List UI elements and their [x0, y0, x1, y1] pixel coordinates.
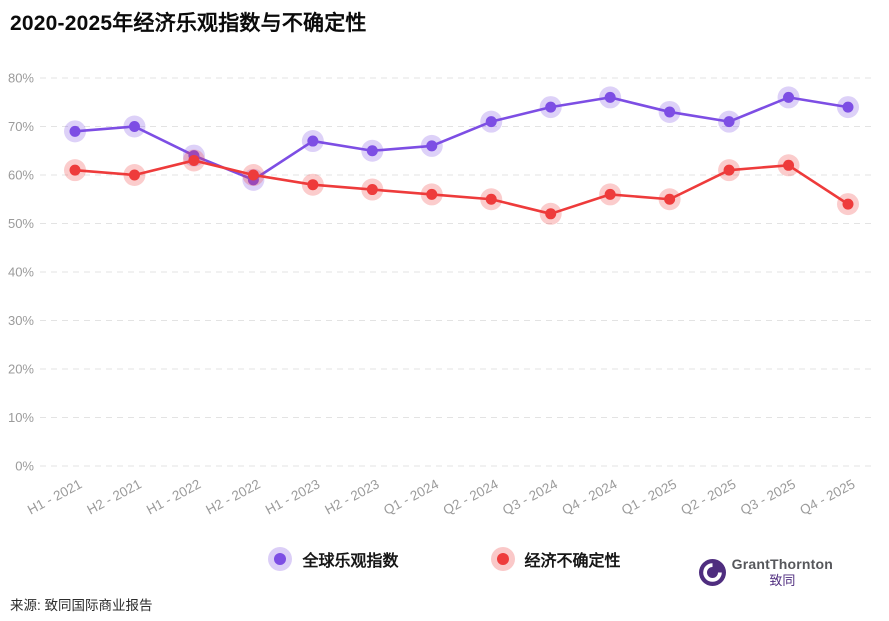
svg-text:Q2 - 2025: Q2 - 2025: [678, 476, 738, 517]
svg-text:Q2 - 2024: Q2 - 2024: [441, 476, 501, 518]
logo-subname: 致同: [769, 572, 796, 588]
svg-text:70%: 70%: [8, 119, 34, 134]
legend-label-uncertainty: 经济不确定性: [524, 553, 621, 570]
source-caption: 来源: 致同国际商业报告: [10, 598, 153, 613]
svg-text:60%: 60%: [8, 168, 34, 183]
svg-text:H2 - 2022: H2 - 2022: [203, 476, 262, 517]
svg-text:Q4 - 2025: Q4 - 2025: [797, 476, 857, 517]
legend-item-uncertainty[interactable]: 经济不确定性: [490, 547, 621, 571]
legend-marker-purple-icon: [268, 547, 293, 571]
legend-marker-red-icon: [490, 547, 515, 571]
svg-text:Q1 - 2025: Q1 - 2025: [619, 476, 679, 517]
svg-text:H2 - 2023: H2 - 2023: [322, 476, 381, 517]
grant-thornton-logo-icon: [698, 558, 726, 586]
svg-text:40%: 40%: [8, 265, 34, 280]
legend-item-optimism[interactable]: 全球乐观指数: [268, 547, 399, 571]
svg-text:H2 - 2021: H2 - 2021: [84, 476, 143, 517]
svg-text:20%: 20%: [8, 362, 34, 377]
chart-title: 2020-2025年经济乐观指数与不确定性: [10, 12, 367, 35]
svg-text:H1 - 2022: H1 - 2022: [144, 476, 203, 517]
svg-text:Q3 - 2025: Q3 - 2025: [738, 476, 798, 517]
svg-text:80%: 80%: [8, 71, 34, 86]
svg-text:10%: 10%: [8, 410, 34, 425]
svg-text:50%: 50%: [8, 216, 34, 231]
svg-text:Q1 - 2024: Q1 - 2024: [381, 476, 441, 518]
svg-text:0%: 0%: [15, 459, 34, 474]
line-chart: 0%10%20%30%40%50%60%70%80%H1 - 2021 H2 - …: [8, 71, 876, 518]
logo-name: GrantThornton: [731, 556, 833, 572]
svg-text:H1 - 2023: H1 - 2023: [263, 476, 322, 517]
legend-label-optimism: 全球乐观指数: [302, 553, 399, 570]
svg-text:30%: 30%: [8, 313, 34, 328]
grant-thornton-logo: GrantThornton 致同: [698, 556, 833, 588]
svg-text:H1 - 2021: H1 - 2021: [25, 476, 84, 517]
svg-text:Q4 - 2024: Q4 - 2024: [560, 476, 620, 518]
chart-legend: 全球乐观指数 经济不确定性: [0, 547, 889, 571]
svg-text:Q3 - 2024: Q3 - 2024: [500, 476, 560, 518]
